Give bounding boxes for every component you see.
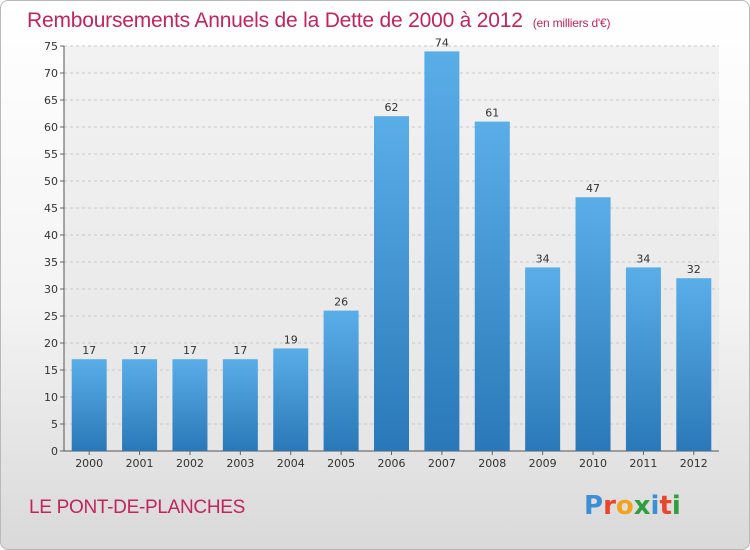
logo-letter: x [633,491,651,521]
bar-value-label: 17 [233,344,247,357]
bar-value-label: 34 [536,252,550,265]
y-tick-label: 55 [44,148,58,161]
x-tick-label: 2011 [629,457,657,470]
y-tick-label: 65 [44,94,58,107]
x-tick-label: 2003 [226,457,254,470]
x-tick-label: 2001 [126,457,154,470]
bar-value-label: 61 [485,107,499,120]
x-tick-label: 2006 [378,457,406,470]
bar [122,359,158,451]
y-tick-label: 35 [44,256,58,269]
y-tick-label: 75 [44,40,58,53]
x-tick-label: 2004 [277,457,305,470]
y-tick-label: 70 [44,67,58,80]
x-tick-label: 2010 [579,457,607,470]
bar-value-label: 34 [636,252,650,265]
bar-value-label: 74 [435,36,449,49]
y-tick-label: 0 [51,445,58,458]
x-tick-label: 2005 [327,457,355,470]
bar [273,348,309,451]
y-tick-label: 50 [44,175,58,188]
y-tick-label: 10 [44,391,58,404]
bar [71,359,107,451]
logo-letter: P [584,491,604,521]
logo-letter: t [659,491,672,521]
x-tick-label: 2012 [680,457,708,470]
y-tick-label: 25 [44,310,58,323]
logo-letter: o [615,491,634,521]
bar [676,278,712,451]
logo-letter: r [603,491,616,521]
bar-value-label: 62 [385,101,399,114]
y-tick-label: 20 [44,337,58,350]
bar [525,267,561,451]
y-tick-label: 40 [44,229,58,242]
bar-value-label: 17 [183,344,197,357]
x-tick-label: 2000 [75,457,103,470]
bar [575,197,611,451]
bar-value-label: 32 [687,263,701,276]
bar [374,116,409,451]
logo-letter: i [650,491,660,521]
bar [424,51,460,452]
bar-value-label: 26 [334,296,348,309]
bar-value-label: 19 [284,333,298,346]
bar-value-label: 17 [82,344,96,357]
bar [323,310,359,451]
bar [222,359,258,451]
y-tick-label: 15 [44,364,58,377]
x-tick-label: 2009 [529,457,557,470]
chart-title-text: Remboursements Annuels de la Dette de 20… [27,9,523,32]
chart-subtitle: (en milliers d'€) [532,16,611,30]
logo-letter: i [671,491,681,521]
x-tick-label: 2007 [428,457,456,470]
bar [474,121,510,451]
proxiti-logo[interactable]: Proxiti [584,491,681,521]
chart-title: Remboursements Annuels de la Dette de 20… [27,9,610,33]
bar [172,359,208,451]
x-tick-label: 2008 [478,457,506,470]
y-tick-label: 60 [44,121,58,134]
place-name: LE PONT-DE-PLANCHES [29,497,246,518]
y-tick-label: 45 [44,202,58,215]
bar-value-label: 47 [586,182,600,195]
bar [625,267,661,451]
y-tick-label: 5 [51,418,58,431]
x-tick-label: 2002 [176,457,204,470]
bar-value-label: 17 [133,344,147,357]
y-tick-label: 30 [44,283,58,296]
